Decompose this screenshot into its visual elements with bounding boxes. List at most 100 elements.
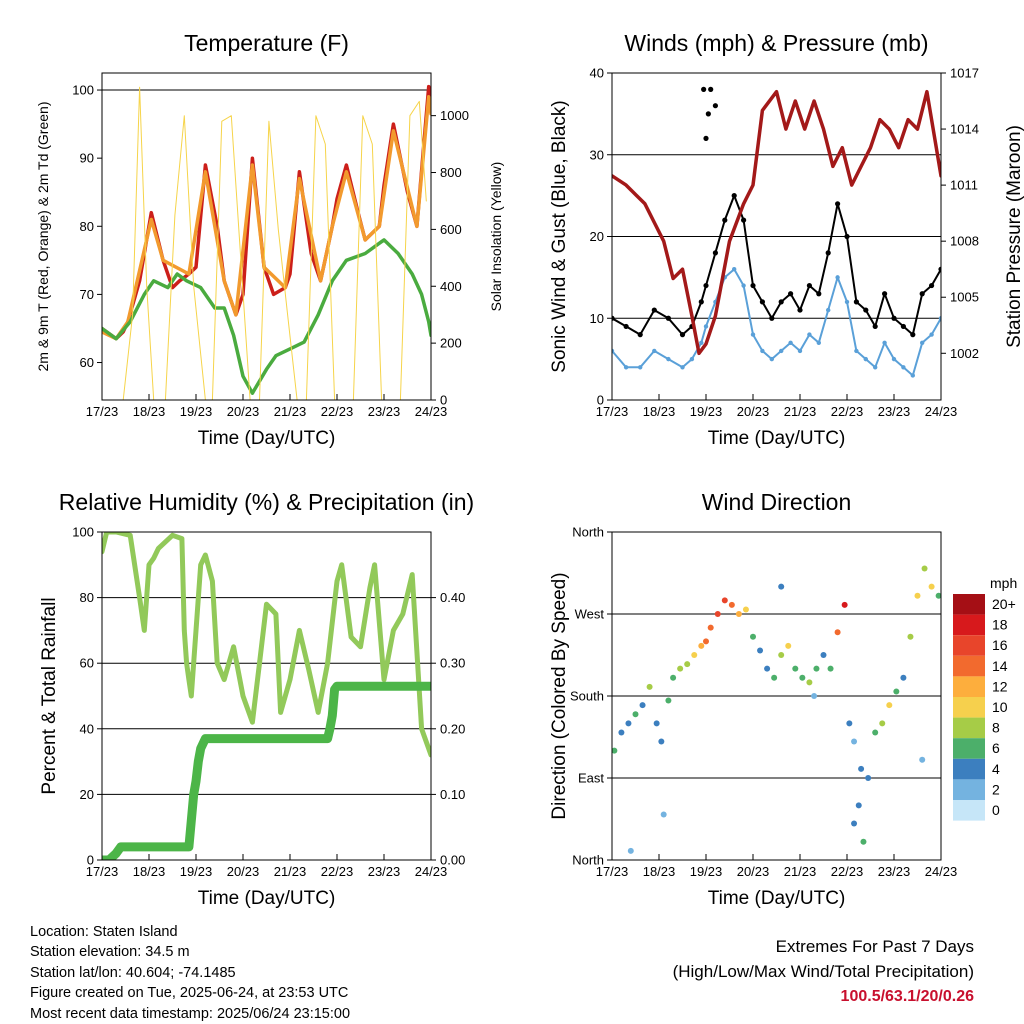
x-tick-label: 18/23 [643, 404, 676, 419]
direction-point [846, 720, 853, 727]
series-point [938, 266, 941, 272]
y2-tick-label: 1017 [950, 66, 979, 81]
extremes-box: Extremes For Past 7 Days (High/Low/Max W… [673, 934, 974, 1009]
series-point [835, 275, 840, 280]
direction-point [778, 583, 785, 590]
y2-tick-label: 200 [440, 336, 462, 351]
recent-data-timestamp: Most recent data timestamp: 2025/06/24 2… [30, 1005, 351, 1022]
y2-tick-label: 1005 [950, 290, 979, 305]
x-tick-label: 20/23 [227, 404, 260, 419]
direction-point [703, 638, 709, 645]
wind-speed-legend: mph 20+ 18 16 14 12 10 8 6 4 2 0 [953, 575, 1017, 821]
legend-label: 16 [992, 637, 1008, 653]
legend-swatch [953, 614, 985, 636]
direction-point [879, 720, 886, 727]
series-point [637, 332, 643, 338]
series-point [910, 332, 916, 338]
legend-title: mph [990, 575, 1017, 591]
series-point [929, 282, 935, 289]
humidity-precip-panel: 17/23 18/23 19/23 20/23 21/23 22/23 23/23 24/23… [39, 489, 474, 909]
series-point [919, 291, 925, 297]
figure-created: Figure created on Tue, 2025-06-24, at 23… [30, 985, 349, 1002]
x-tick-label: 19/23 [690, 404, 723, 419]
x-tick-label: 24/23 [925, 864, 958, 879]
legend-swatch [953, 676, 985, 697]
direction-point [639, 702, 646, 709]
gust-point [701, 86, 707, 92]
direction-point [670, 674, 677, 681]
y-tick-label: 100 [72, 525, 94, 540]
direction-point [785, 642, 792, 649]
legend-label: 4 [992, 761, 1000, 777]
series-point [612, 348, 615, 354]
direction-point [627, 847, 634, 854]
series-point [872, 323, 878, 330]
series-point [666, 356, 671, 362]
x-tick-label: 23/23 [878, 864, 911, 879]
y-tick-label: 20 [80, 787, 94, 802]
y-tick-label: North [572, 525, 604, 540]
legend-label: 12 [992, 678, 1008, 694]
x-tick-label: 23/23 [368, 864, 401, 879]
extremes-subtitle: (High/Low/Max Wind/Total Precipitation) [672, 962, 974, 981]
series-line-2 [612, 89, 941, 356]
series-point [807, 332, 812, 337]
series-point [652, 348, 657, 354]
direction-point [771, 674, 778, 681]
direction-point [750, 633, 756, 640]
direction-point [921, 565, 928, 572]
series-point [863, 307, 869, 313]
legend-label: 2 [992, 781, 1000, 797]
series-point [938, 316, 941, 321]
y-tick-label: 0 [87, 853, 94, 868]
chart-title: Relative Humidity (%) & Precipitation (i… [59, 489, 474, 515]
y2-tick-label: 1000 [440, 108, 469, 123]
series-point [689, 356, 695, 362]
plot-frame [101, 531, 432, 861]
direction-point [677, 665, 684, 672]
y-tick-label: 90 [80, 151, 94, 166]
chart-title: Wind Direction [702, 489, 852, 515]
legend-swatch [953, 779, 985, 800]
series-layer [102, 532, 431, 860]
direction-point [778, 652, 785, 658]
y2-tick-label: 600 [440, 222, 462, 237]
series-line-1 [612, 268, 941, 377]
y-tick-label: 80 [80, 219, 94, 234]
y2-tick-label: 800 [440, 165, 462, 180]
x-tick-label: 21/23 [784, 404, 817, 419]
x-axis-label: Time (Day/UTC) [708, 888, 846, 909]
series-line-1 [102, 95, 431, 341]
x-tick-label: 23/23 [368, 404, 401, 419]
direction-point [714, 611, 721, 617]
legend-swatch [953, 758, 985, 780]
series-point [844, 233, 850, 240]
legend-label: 6 [992, 740, 1000, 756]
y2-tick-label: 400 [440, 279, 462, 294]
series-point [797, 307, 803, 313]
x-tick-label: 18/23 [133, 864, 166, 879]
y-tick-label: 0 [597, 393, 604, 408]
x-tick-label: 17/23 [596, 404, 629, 419]
plot-frame [101, 72, 432, 401]
legend-label: 18 [992, 617, 1008, 633]
gust-point [705, 111, 711, 117]
x-tick-label: 20/23 [227, 864, 260, 879]
series-point [703, 324, 709, 329]
wind-direction-panel: 17/23 18/23 19/23 20/23 21/23 22/23 23/23 24/23… [549, 489, 957, 909]
direction-point [757, 647, 764, 654]
gust-point [712, 103, 719, 109]
x-tick-label: 20/23 [737, 864, 770, 879]
series-point [788, 340, 793, 345]
chart-title: Temperature (F) [184, 30, 349, 56]
series-point [882, 291, 888, 297]
x-tick-label: 24/23 [925, 404, 958, 419]
y-tick-label: 100 [72, 83, 94, 98]
direction-point [851, 820, 858, 827]
temperature-panel: 17/23 18/23 19/23 20/23 21/23 22/23 23/23 24/23… [35, 30, 504, 449]
direction-point [865, 775, 872, 781]
direction-point [625, 720, 632, 727]
direction-point [806, 679, 813, 686]
station-info: Location: Staten Island Station elevatio… [30, 922, 350, 1024]
x-tick-label: 21/23 [784, 864, 817, 879]
